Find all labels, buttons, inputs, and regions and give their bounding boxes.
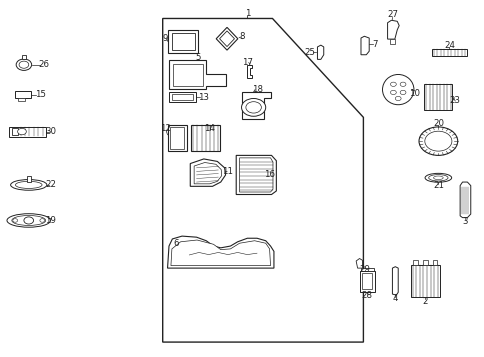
Polygon shape <box>194 162 221 184</box>
Bar <box>167 30 198 52</box>
Bar <box>422 260 427 265</box>
Ellipse shape <box>11 180 47 190</box>
Text: 9: 9 <box>162 34 167 43</box>
Polygon shape <box>247 65 252 78</box>
Text: 25: 25 <box>304 48 315 57</box>
Text: 6: 6 <box>173 239 178 248</box>
Text: 13: 13 <box>198 92 209 101</box>
Circle shape <box>245 102 261 113</box>
Text: 28: 28 <box>361 291 372 300</box>
Text: 15: 15 <box>35 90 46 100</box>
Bar <box>424 84 452 110</box>
Text: 11: 11 <box>222 167 233 176</box>
Text: 4: 4 <box>392 294 397 303</box>
Polygon shape <box>216 27 237 50</box>
Ellipse shape <box>7 214 50 227</box>
Bar <box>169 127 184 149</box>
Circle shape <box>399 90 405 95</box>
Text: 30: 30 <box>45 127 56 136</box>
Bar <box>432 260 437 265</box>
Text: 20: 20 <box>432 119 443 128</box>
Bar <box>359 271 374 292</box>
Circle shape <box>399 82 405 86</box>
Text: 19: 19 <box>45 216 56 225</box>
Circle shape <box>19 61 29 68</box>
Polygon shape <box>171 94 193 100</box>
Polygon shape <box>167 236 273 268</box>
Polygon shape <box>162 19 363 342</box>
Polygon shape <box>242 92 270 119</box>
Bar <box>431 49 466 56</box>
Circle shape <box>394 96 400 101</box>
Ellipse shape <box>12 216 45 225</box>
Bar <box>410 265 439 297</box>
Polygon shape <box>169 60 225 89</box>
Text: 12: 12 <box>159 124 170 132</box>
Polygon shape <box>236 155 276 195</box>
Bar <box>171 33 194 50</box>
Polygon shape <box>169 92 195 102</box>
Polygon shape <box>387 20 398 39</box>
Polygon shape <box>360 36 368 55</box>
Ellipse shape <box>433 176 442 180</box>
Text: 17: 17 <box>242 58 252 67</box>
Bar <box>12 128 17 135</box>
Bar <box>390 39 394 44</box>
Text: 27: 27 <box>386 10 397 19</box>
Text: 16: 16 <box>263 170 274 180</box>
Text: 5: 5 <box>195 53 200 62</box>
Ellipse shape <box>424 174 451 182</box>
Text: 10: 10 <box>408 89 419 98</box>
Text: 7: 7 <box>372 40 377 49</box>
Bar <box>362 273 371 290</box>
Text: 21: 21 <box>432 181 443 190</box>
Bar <box>412 260 417 265</box>
Text: 29: 29 <box>359 265 369 274</box>
Bar <box>360 268 373 271</box>
Text: 18: 18 <box>252 85 263 94</box>
Text: 1: 1 <box>244 9 250 17</box>
Polygon shape <box>190 159 225 186</box>
Circle shape <box>390 90 395 95</box>
Circle shape <box>16 59 31 70</box>
Circle shape <box>241 99 265 116</box>
Ellipse shape <box>24 217 33 224</box>
Polygon shape <box>239 158 272 192</box>
Text: 14: 14 <box>204 124 215 132</box>
Circle shape <box>17 129 26 135</box>
Polygon shape <box>317 45 323 59</box>
Polygon shape <box>459 182 470 218</box>
Text: 23: 23 <box>449 96 460 105</box>
Bar <box>18 99 25 101</box>
Polygon shape <box>392 267 397 295</box>
Circle shape <box>390 82 395 86</box>
Bar <box>15 91 30 99</box>
Ellipse shape <box>428 175 447 181</box>
Ellipse shape <box>15 181 42 188</box>
Text: 24: 24 <box>443 41 454 50</box>
Bar <box>9 127 45 136</box>
Text: 8: 8 <box>239 32 244 41</box>
Circle shape <box>418 127 457 155</box>
Text: 3: 3 <box>461 217 467 226</box>
Text: 26: 26 <box>39 60 50 69</box>
Bar <box>191 125 220 151</box>
Ellipse shape <box>382 75 413 105</box>
Polygon shape <box>172 64 202 86</box>
Bar <box>167 125 186 151</box>
Bar <box>22 55 26 59</box>
Polygon shape <box>219 31 234 46</box>
Circle shape <box>424 131 451 151</box>
Circle shape <box>40 219 45 222</box>
Circle shape <box>13 219 17 222</box>
Polygon shape <box>355 258 362 268</box>
Bar <box>27 176 30 182</box>
Text: 22: 22 <box>45 180 56 190</box>
Text: 2: 2 <box>422 297 427 306</box>
Polygon shape <box>170 240 270 266</box>
